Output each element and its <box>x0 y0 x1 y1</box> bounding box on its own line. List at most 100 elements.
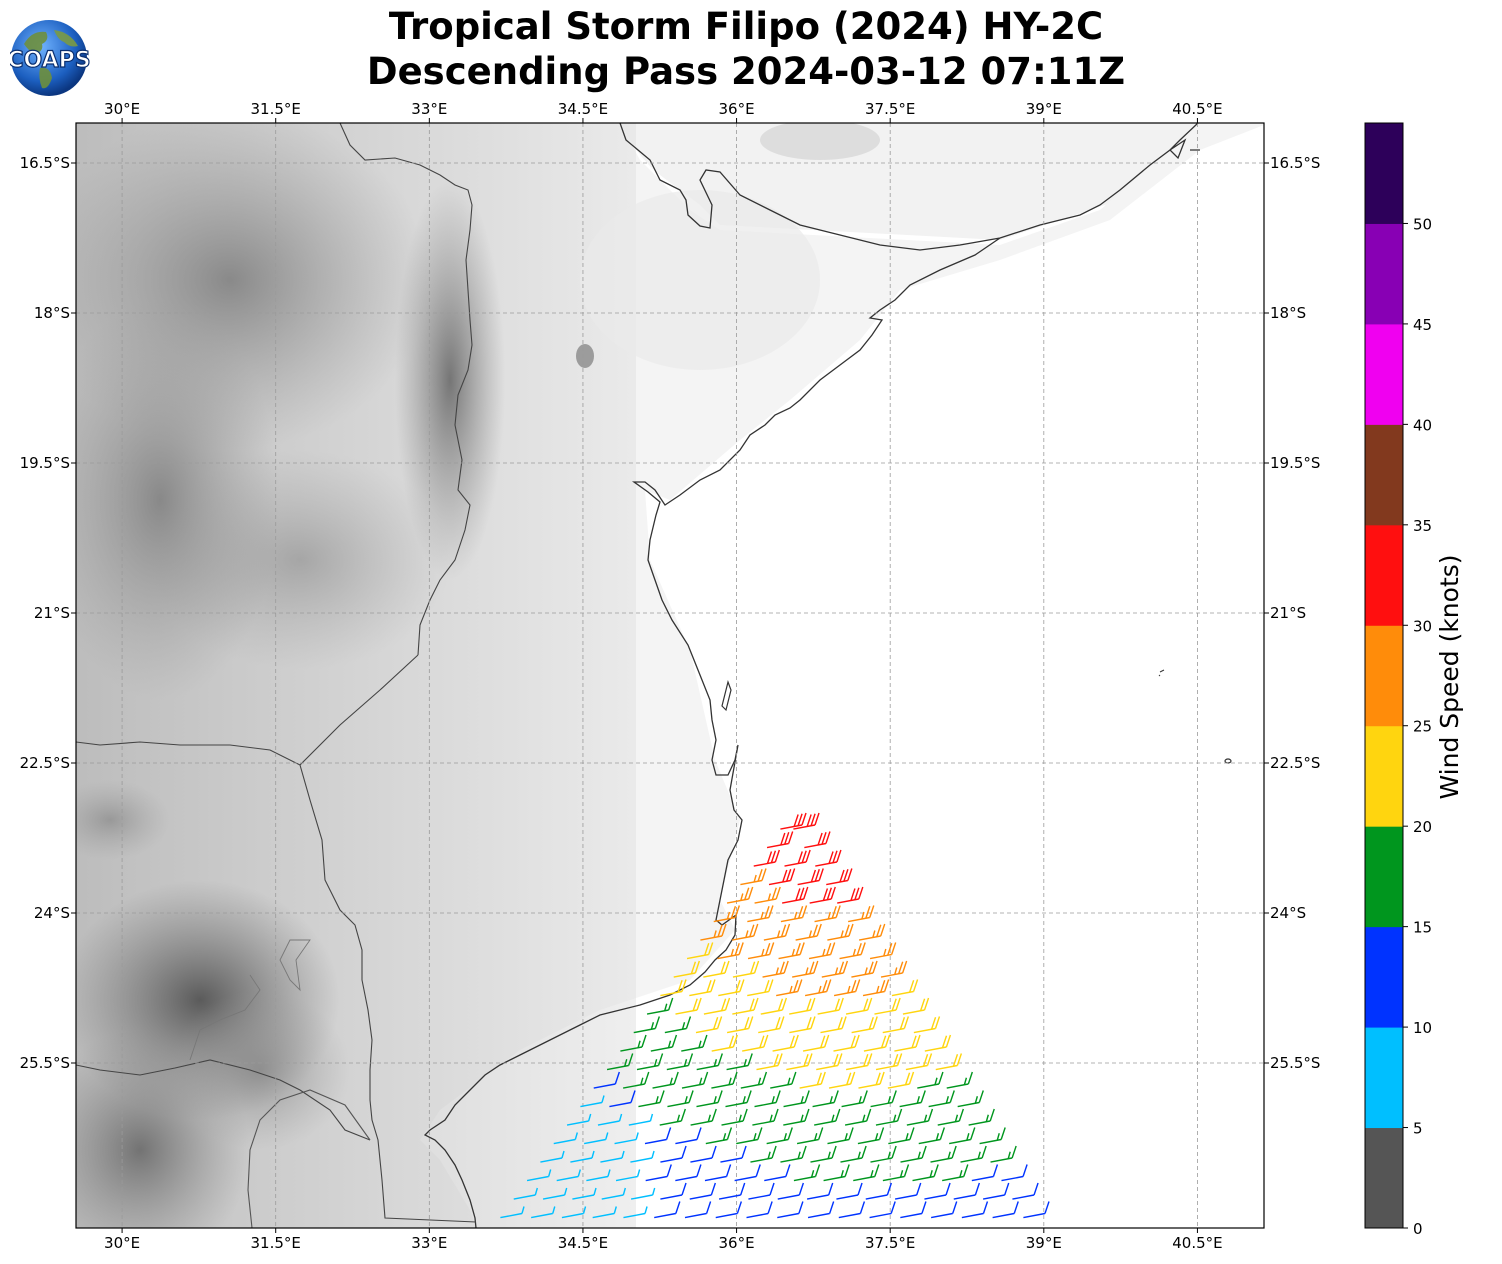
lon-tick-label-top: 36°E <box>719 100 755 118</box>
wind-barb <box>870 1145 897 1163</box>
colorbar-segment <box>1365 1027 1403 1129</box>
wind-barb <box>930 1201 958 1219</box>
lon-tick-label-top: 40.5°E <box>1172 100 1222 118</box>
lon-tick-label-bottom: 30°E <box>104 1234 140 1252</box>
wind-barb <box>840 1145 867 1163</box>
wind-barb <box>592 1206 617 1219</box>
topography-basemap <box>76 123 1264 1228</box>
wind-barb <box>858 923 886 941</box>
lat-tick-label-left: 24°S <box>34 904 70 922</box>
wind-barb <box>924 1034 952 1052</box>
lon-tick-label-bottom: 37.5°E <box>865 1234 915 1252</box>
wind-barb <box>646 997 674 1015</box>
wind-barb <box>912 1164 939 1182</box>
wind-barb <box>566 1113 592 1126</box>
colorbar-label: Wind Speed (knots) <box>1434 554 1464 800</box>
wind-barb <box>820 1016 847 1034</box>
wind-barb <box>768 868 796 886</box>
colorbar-tick-label: 40 <box>1413 416 1432 434</box>
wind-barb <box>874 997 901 1015</box>
wind-barb <box>600 1150 625 1163</box>
wind-barb <box>900 1201 927 1219</box>
wind-barb <box>953 1182 981 1200</box>
wind-barb <box>799 1071 826 1089</box>
wind-barb <box>971 1164 999 1182</box>
wind-barb <box>810 1145 837 1163</box>
wind-barb <box>857 1127 885 1145</box>
wind-barb <box>957 1090 984 1108</box>
colorbar-segment <box>1365 223 1403 325</box>
wind-barb <box>630 1150 655 1163</box>
wind-barb <box>807 1201 835 1219</box>
wind-barb <box>789 1016 816 1034</box>
wind-barb <box>553 1132 579 1145</box>
colorbar: 0 5 10 15 20 25 30 35 40 45 50 <box>1364 122 1432 1238</box>
colorbar-tick-label: 25 <box>1413 718 1432 736</box>
wind-barb <box>660 1182 687 1200</box>
wind-barb <box>838 1201 866 1219</box>
colorbar-segment <box>1365 1127 1403 1229</box>
wind-barb <box>606 1053 634 1071</box>
wind-barb <box>924 1182 951 1200</box>
wind-barb <box>821 960 849 978</box>
wind-barb <box>833 979 861 997</box>
wind-barb <box>681 1034 708 1052</box>
lon-tick-label-bottom: 31.5°E <box>251 1234 301 1252</box>
colorbar-tick-label: 35 <box>1413 517 1432 535</box>
lon-tick-label-top: 39°E <box>1026 100 1062 118</box>
wind-barb <box>853 1164 880 1182</box>
wind-barb <box>572 1187 597 1200</box>
wind-barb <box>777 1201 804 1219</box>
wind-barb <box>961 1201 989 1219</box>
title-line-1: Tropical Storm Filipo (2024) HY-2C <box>388 5 1104 48</box>
wind-barb <box>809 886 836 904</box>
wind-barb <box>666 1053 694 1071</box>
lat-tick-label-left: 22.5°S <box>20 754 70 772</box>
wind-barb <box>601 1187 627 1200</box>
islet-outline <box>1158 669 1165 677</box>
wind-barb <box>742 1034 769 1052</box>
lon-tick-label-top: 37.5°E <box>865 100 915 118</box>
wind-barb <box>935 1053 963 1071</box>
wind-barb <box>792 960 819 978</box>
wind-barb <box>828 1071 856 1089</box>
wind-barb <box>500 1206 525 1219</box>
wind-barb <box>817 997 844 1015</box>
wind-barb <box>766 831 794 849</box>
graticule <box>76 123 1264 1228</box>
wind-barb <box>814 905 841 923</box>
wind-barb <box>851 960 878 978</box>
wind-barb <box>946 1071 973 1089</box>
wind-barb <box>556 1169 581 1182</box>
wind-barb <box>845 1053 873 1071</box>
wind-barb <box>894 1034 921 1052</box>
title-line-2: Descending Pass 2024-03-12 07:11Z <box>366 50 1126 93</box>
wind-barb <box>880 960 908 978</box>
wind-barb <box>734 1164 761 1182</box>
wind-barb <box>865 1182 893 1200</box>
colorbar-segment <box>1365 926 1403 1028</box>
wind-barb <box>747 942 775 960</box>
wind-barb <box>748 1182 775 1200</box>
lat-tick-label-right: 22.5°S <box>1270 754 1320 772</box>
wind-barb <box>906 1108 934 1126</box>
wind-barb <box>949 1127 976 1145</box>
wind-barb <box>770 1071 797 1089</box>
wind-barb <box>754 886 781 904</box>
wind-barb <box>793 1164 821 1182</box>
wind-barb <box>870 1090 897 1108</box>
wind-barb <box>797 868 824 886</box>
lat-tick-label-left: 25.5°S <box>20 1054 70 1072</box>
wind-barb <box>1001 1164 1028 1182</box>
wind-barb <box>764 1164 791 1182</box>
wind-barb <box>781 886 809 904</box>
wind-barb <box>786 1053 813 1071</box>
lon-tick-label-top: 30°E <box>104 100 140 118</box>
colorbar-frame <box>1364 122 1404 1229</box>
lat-tick-label-left: 19.5°S <box>20 454 70 472</box>
wind-barb <box>673 960 700 978</box>
wind-barb <box>875 1053 903 1071</box>
wind-barb <box>650 1034 678 1052</box>
wind-barb <box>713 905 740 923</box>
wind-barb <box>882 1164 910 1182</box>
